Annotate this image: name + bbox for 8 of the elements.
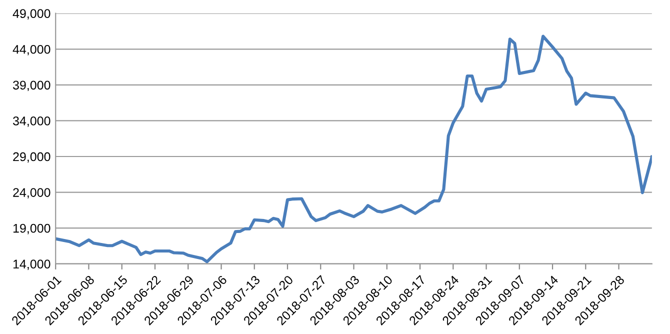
y-tick-label: 49,000 [12,9,50,20]
y-tick-label: 19,000 [13,224,50,234]
y-tick-label: 29,000 [13,152,50,163]
y-tick-label: 44,000 [12,44,50,56]
y-tick-label: 14,000 [13,260,50,270]
y-tick-label: 34,000 [12,116,50,127]
y-tick-label: 24,000 [13,188,50,198]
y-tick-label: 39,000 [12,80,50,92]
